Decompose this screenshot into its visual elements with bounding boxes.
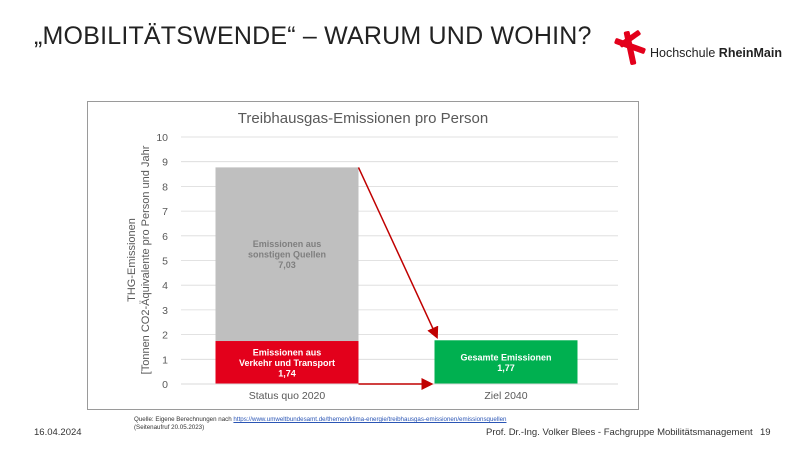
y-tick-label: 8 [162, 181, 168, 193]
reduction-arrow-total [357, 167, 439, 340]
logo-text-light: Hochschule [650, 46, 719, 60]
bar-other-label: Emissionen aus [253, 239, 322, 249]
bar-other-status-quo [215, 167, 359, 342]
source-note: Quelle: Eigene Berechnungen nach https:/… [134, 416, 507, 432]
source-link[interactable]: https://www.umweltbundesamt.de/themen/kl… [233, 416, 507, 423]
slide-title: „MOBILITÄTSWENDE“ – WARUM UND WOHIN? [34, 22, 592, 50]
logo-text: Hochschule RheinMain [650, 46, 782, 60]
bar-other-label: sonstigen Quellen [248, 250, 326, 260]
chart-canvas: Treibhausgas-Emissionen pro Person 0 1 2 3 4 5… [126, 110, 618, 402]
logo-star-icon [614, 30, 646, 65]
y-tick-label: 3 [162, 305, 168, 317]
bar-target-label: Gesamte Emissionen [460, 352, 551, 362]
hochschule-logo: Hochschule RheinMain [614, 30, 782, 66]
bar-transport-label: Emissionen aus [253, 348, 322, 358]
y-tick-label: 9 [162, 157, 168, 169]
y-tick-label: 7 [162, 206, 168, 218]
x-tick-label: Status quo 2020 [249, 390, 326, 402]
bar-transport-label: Verkehr und Transport [239, 358, 335, 368]
y-tick-label: 5 [162, 256, 168, 268]
logo-text-bold: RheinMain [718, 46, 782, 60]
y-tick-label: 10 [156, 132, 168, 144]
chart-title: Treibhausgas-Emissionen pro Person [238, 110, 488, 127]
source-prefix: Quelle: Eigene Berechnungen nach [134, 416, 234, 423]
y-tick-label: 0 [162, 379, 168, 391]
footer-author: Prof. Dr.-Ing. Volker Blees - Fachgruppe… [486, 427, 753, 438]
source-access: (Seitenaufruf 20.05.2023) [134, 424, 205, 431]
footer-page-number: 19 [760, 427, 771, 438]
emissions-chart: Treibhausgas-Emissionen pro Person 0 1 2 3 4 5… [87, 101, 639, 410]
bar-total-target [434, 340, 578, 384]
y-tick-label: 6 [162, 231, 168, 243]
y-axis-label-line2: [Tonnen CO2-Äquivalente pro Person und J… [140, 145, 152, 374]
y-tick-label: 4 [162, 280, 168, 292]
bar-other-data-label: 7,03 [278, 260, 296, 270]
bar-transport-data-label: 1,74 [278, 369, 296, 379]
y-axis-label-line1: THG-Emissionen [126, 218, 138, 302]
footer-date: 16.04.2024 [34, 427, 82, 438]
bar-transport-status-quo [215, 341, 359, 384]
y-tick-label: 2 [162, 330, 168, 342]
y-tick-label: 1 [162, 354, 168, 366]
x-tick-label: Ziel 2040 [484, 390, 527, 402]
bar-target-data-label: 1,77 [497, 363, 515, 373]
